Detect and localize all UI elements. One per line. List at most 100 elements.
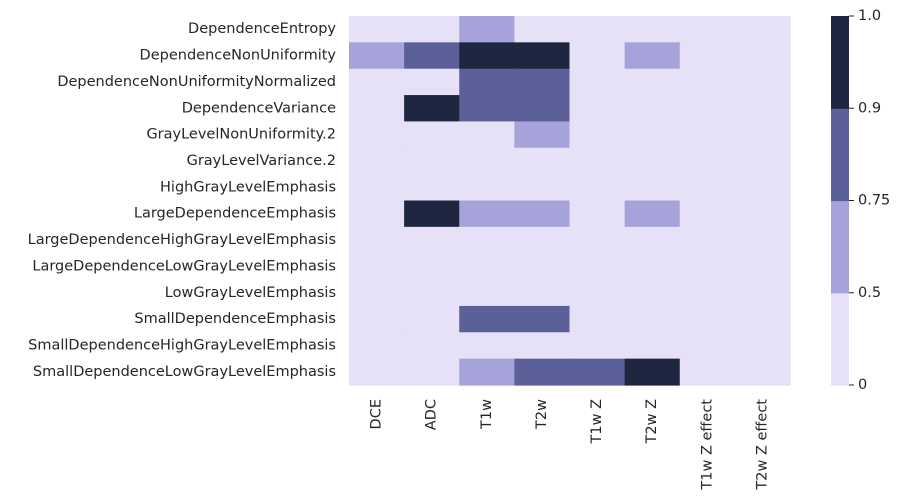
heatmap-cell [514, 253, 571, 281]
heatmap-cell [404, 358, 460, 386]
x-tick-label: DCE [369, 399, 385, 429]
heatmap-cell [624, 147, 681, 175]
heatmap-cell [679, 68, 736, 96]
heatmap-cell [459, 147, 515, 175]
heatmap-cell [349, 68, 405, 96]
heatmap-cell [569, 332, 626, 360]
heatmap-cell [349, 305, 405, 333]
heatmap-cell [349, 332, 405, 360]
heatmap-cell [514, 358, 571, 386]
heatmap-cell [624, 200, 681, 228]
heatmap-cell [349, 174, 405, 202]
heatmap-cell [679, 95, 736, 123]
heatmap-cell [459, 279, 515, 307]
heatmap-cell [514, 147, 571, 175]
heatmap-cell [459, 68, 515, 96]
heatmap-cell [734, 147, 791, 175]
heatmap-cell [734, 121, 791, 149]
colorbar-segment [831, 292, 849, 386]
heatmap-cell [734, 279, 791, 307]
heatmap-cell [349, 358, 405, 386]
heatmap-cell [459, 305, 515, 333]
colorbar-tick-label: 0.5 [858, 285, 881, 301]
x-tick-label: T1w Z effect [699, 399, 715, 491]
heatmap-cell [679, 42, 736, 70]
heatmap-cell [349, 200, 405, 228]
heatmap-cell [514, 332, 571, 360]
heatmap-cell [404, 200, 460, 228]
heatmap-cell [624, 121, 681, 149]
y-tick-label: GrayLevelVariance.2 [187, 153, 336, 169]
y-tick-label: SmallDependenceEmphasis [134, 311, 336, 327]
heatmap-cell [734, 16, 791, 43]
y-tick-label: GrayLevelNonUniformity.2 [146, 127, 336, 143]
heatmap-cell [459, 226, 515, 254]
heatmap-cell [679, 174, 736, 202]
heatmap-cell [679, 200, 736, 228]
heatmap-cell [404, 42, 460, 70]
y-tick-label: DependenceEntropy [188, 21, 336, 37]
heatmap-cell [624, 226, 681, 254]
heatmap-cell [514, 68, 571, 96]
heatmap-cell [514, 279, 571, 307]
y-tick-label: SmallDependenceLowGrayLevelEmphasis [33, 364, 336, 380]
heatmap-cell [349, 16, 405, 43]
heatmap-cell [679, 121, 736, 149]
colorbar: 0 0.5 0.75 0.9 1.0 [831, 8, 890, 393]
heatmap-cell [569, 253, 626, 281]
heatmap-cell [404, 68, 460, 96]
heatmap-cell [404, 279, 460, 307]
heatmap-cell [349, 253, 405, 281]
heatmap-cell [569, 95, 626, 123]
heatmap-cell [734, 174, 791, 202]
heatmap-cell [734, 68, 791, 96]
heatmap-cell [569, 68, 626, 96]
y-tick-label: LargeDependenceHighGrayLevelEmphasis [28, 232, 336, 248]
heatmap-cell [459, 253, 515, 281]
heatmap-cell [679, 279, 736, 307]
x-tick-label: ADC [424, 399, 440, 430]
heatmap-cell [624, 174, 681, 202]
heatmap-cell [514, 121, 571, 149]
heatmap-cell [569, 42, 626, 70]
heatmap-cell [734, 200, 791, 228]
x-tick-label: T2w [534, 399, 550, 430]
heatmap-cell [514, 16, 571, 43]
heatmap-cell [624, 358, 681, 386]
y-tick-label: DependenceNonUniformity [140, 48, 337, 64]
heatmap-cell [679, 147, 736, 175]
colorbar-tick-label: 1.0 [858, 8, 881, 24]
heatmap-cell [624, 305, 681, 333]
heatmap-cell [459, 200, 515, 228]
y-axis-labels: DependenceEntropy DependenceNonUniformity… [28, 21, 337, 380]
heatmap-cell [679, 16, 736, 43]
heatmap-cell [349, 121, 405, 149]
heatmap-cell [734, 42, 791, 70]
heatmap-cell [624, 42, 681, 70]
heatmap-cell [569, 200, 626, 228]
heatmap-grid [349, 16, 791, 386]
heatmap-cell [404, 95, 460, 123]
heatmap-cell [459, 121, 515, 149]
heatmap-cell [459, 358, 515, 386]
heatmap-cell [569, 305, 626, 333]
heatmap-cell [624, 95, 681, 123]
heatmap-cell [514, 200, 571, 228]
colorbar-tick-label: 0.75 [858, 193, 890, 209]
x-tick-label: T2w Z effect [754, 399, 770, 491]
heatmap-cell [514, 226, 571, 254]
heatmap-cell [624, 253, 681, 281]
heatmap-cell [349, 42, 405, 70]
heatmap-cell [349, 95, 405, 123]
heatmap-cell [569, 147, 626, 175]
y-tick-label: LowGrayLevelEmphasis [165, 285, 336, 301]
heatmap-cell [514, 174, 571, 202]
heatmap-cell [459, 16, 515, 43]
heatmap-cell [514, 305, 571, 333]
colorbar-segment [831, 16, 849, 109]
colorbar-segment [831, 108, 849, 202]
heatmap-cell [569, 16, 626, 43]
heatmap-cell [404, 305, 460, 333]
x-tick-label: T2w Z [644, 399, 660, 445]
